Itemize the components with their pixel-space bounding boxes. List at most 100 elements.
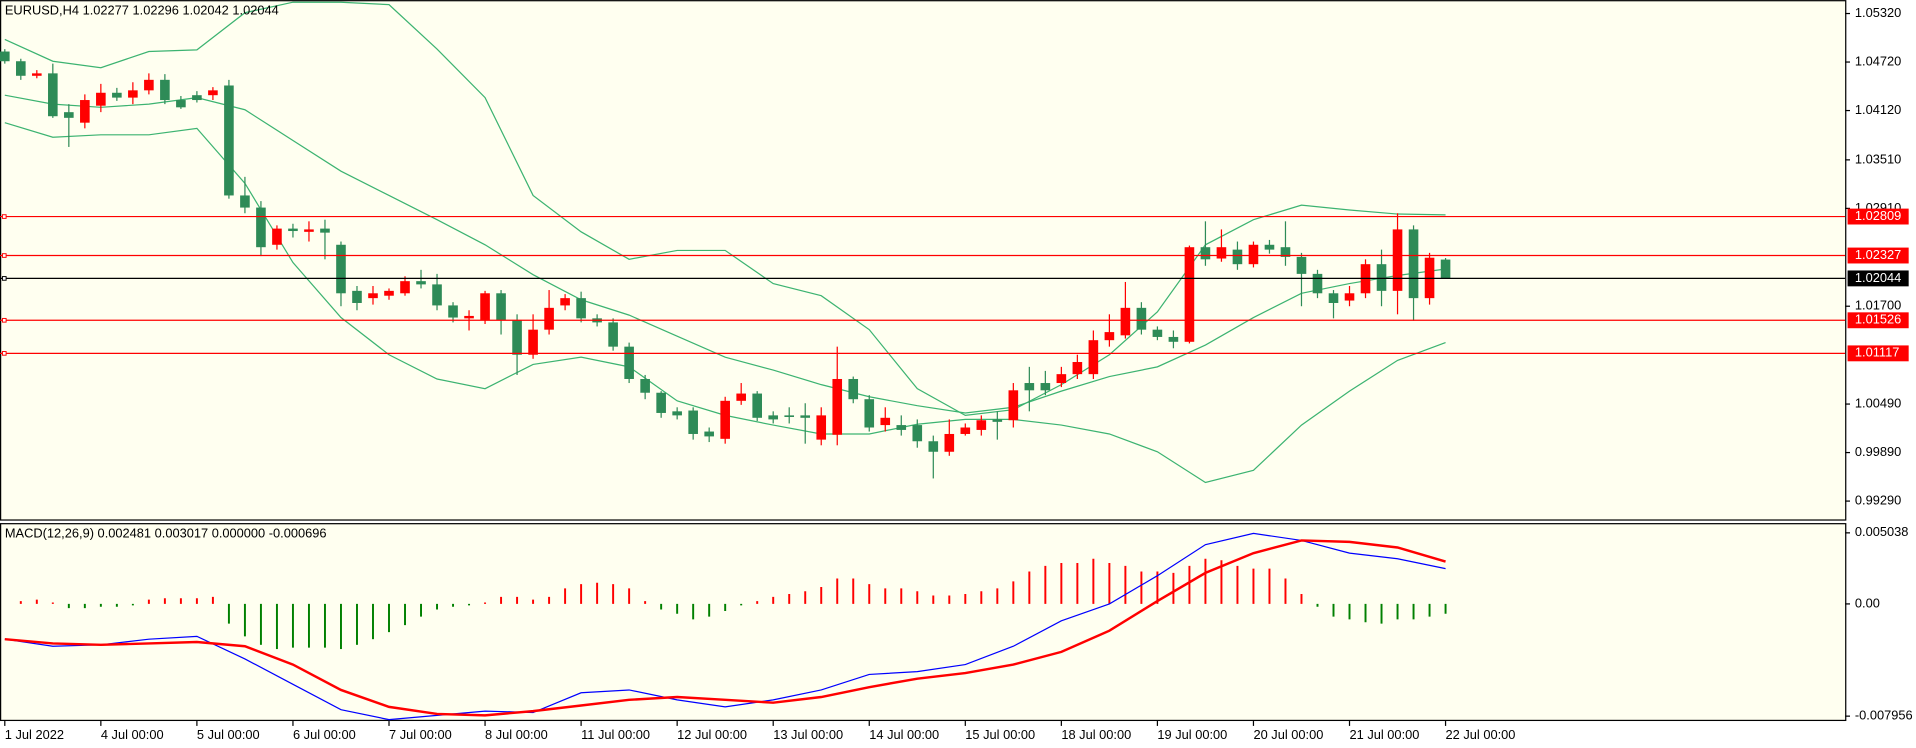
- candle-body: [48, 73, 58, 117]
- candle-body: [1184, 247, 1195, 342]
- level-anchor: [1, 214, 7, 219]
- candle-body: [256, 207, 266, 248]
- price-pane: [0, 0, 1847, 521]
- candle-body: [656, 392, 666, 413]
- candle-body: [1008, 390, 1019, 421]
- candle-body: [880, 417, 891, 426]
- candle-body: [240, 195, 250, 208]
- candle-body: [1216, 247, 1227, 259]
- candle-body: [400, 281, 410, 294]
- candle-body: [80, 100, 90, 123]
- candle-body: [896, 425, 907, 430]
- macd-plot: [4, 532, 1447, 721]
- candle-body: [144, 79, 154, 91]
- candle-body: [384, 290, 394, 296]
- candle-body: [912, 425, 923, 442]
- level-anchor: [1, 317, 7, 323]
- candle-body: [560, 298, 570, 306]
- level-tag: [1847, 270, 1909, 287]
- candle-body: [1328, 293, 1339, 303]
- y-tick-label: 0.99890: [1855, 444, 1901, 459]
- x-tick-label: 12 Jul 00:00: [677, 727, 747, 742]
- level-tag: [1847, 208, 1909, 225]
- candle-body: [160, 79, 170, 101]
- x-tick-label: 20 Jul 00:00: [1253, 727, 1323, 742]
- level-tag: [1847, 345, 1909, 362]
- candle-body: [464, 315, 474, 319]
- price-plot: [0, 1, 1846, 484]
- candle-body: [1088, 340, 1099, 375]
- candle-body: [320, 228, 330, 233]
- level-label: 1.02809: [1855, 208, 1901, 223]
- candle-body: [960, 427, 971, 434]
- candle-body: [208, 90, 218, 96]
- x-tick-label: 14 Jul 00:00: [869, 727, 939, 742]
- candle-body: [368, 293, 378, 299]
- candle-body: [752, 393, 762, 418]
- candle-body: [1056, 374, 1067, 384]
- y-tick-label: 1.00490: [1855, 395, 1901, 410]
- y-tick-label: 1.05320: [1855, 5, 1901, 20]
- candle-body: [16, 61, 26, 76]
- y-tick-label: 1.04720: [1855, 53, 1901, 68]
- candle-body: [816, 415, 827, 440]
- level-label: 1.02327: [1855, 247, 1901, 262]
- candle-body: [272, 228, 282, 245]
- candle-body: [1104, 332, 1115, 341]
- y-tick-label: -0.007956: [1855, 708, 1913, 723]
- candle-body: [1408, 229, 1419, 299]
- x-tick-label: 7 Jul 00:00: [389, 727, 452, 742]
- candle-body: [1344, 293, 1355, 301]
- bollinger-band: [4, 94, 1446, 414]
- candle-body: [1280, 247, 1291, 257]
- candle-body: [1152, 329, 1163, 337]
- chart-title: EURUSD,H4 1.02277 1.02296 1.02042 1.0204…: [5, 2, 279, 17]
- candle-body: [992, 419, 1003, 422]
- x-tick-label: 13 Jul 00:00: [773, 727, 843, 742]
- candle-body: [624, 346, 634, 379]
- candle-body: [640, 378, 650, 393]
- candle-body: [1168, 336, 1179, 342]
- candle-body: [688, 410, 698, 434]
- candle-body: [1376, 264, 1387, 291]
- level-label: 1.01117: [1855, 345, 1899, 360]
- macd-line: [4, 532, 1446, 721]
- candle-body: [576, 298, 586, 319]
- level-label: 1.02044: [1855, 270, 1901, 285]
- y-tick-label: 1.03510: [1855, 151, 1901, 166]
- level-anchor: [1, 351, 7, 356]
- x-tick-label: 11 Jul 00:00: [581, 727, 650, 742]
- candle-body: [1312, 273, 1323, 294]
- candle-body: [736, 393, 746, 401]
- candle-body: [448, 305, 458, 318]
- candle-body: [1040, 383, 1051, 391]
- candle-body: [720, 400, 730, 439]
- axes: 1.053201.047201.041201.035101.029101.017…: [1, 5, 1913, 742]
- level-anchor: [1, 276, 7, 281]
- candle-body: [416, 281, 426, 285]
- candle-body: [1120, 307, 1131, 336]
- level-tag: [1847, 312, 1909, 329]
- candle-body: [0, 51, 10, 62]
- candle-body: [128, 90, 138, 98]
- candle-body: [1024, 383, 1035, 391]
- candle-body: [1440, 259, 1451, 279]
- candle-body: [1248, 244, 1259, 265]
- macd-line: [4, 539, 1446, 717]
- candle-body: [1200, 247, 1211, 260]
- candle-body: [64, 112, 74, 118]
- level-tag: [1847, 247, 1909, 264]
- candle-body: [784, 415, 795, 417]
- candle-body: [304, 229, 314, 232]
- x-tick-label: 4 Jul 00:00: [101, 727, 164, 742]
- y-tick-label: 0.00: [1855, 595, 1880, 610]
- x-tick-label: 19 Jul 00:00: [1157, 727, 1227, 742]
- y-tick-label: 0.99290: [1855, 492, 1901, 507]
- candle-body: [32, 73, 42, 76]
- candle-body: [928, 441, 939, 452]
- candle-body: [1232, 249, 1243, 265]
- y-tick-label: 1.01700: [1855, 298, 1901, 313]
- candle-body: [352, 290, 362, 303]
- y-tick-label: 0.005038: [1855, 524, 1909, 539]
